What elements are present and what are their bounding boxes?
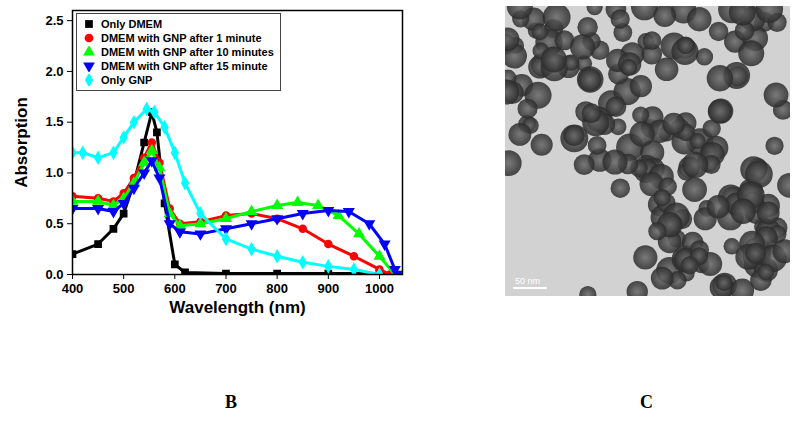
html-text:DMEM with GNP after 1 minute: DMEM with GNP after 1 minute — [101, 32, 262, 44]
svg-text:1.0: 1.0 — [45, 165, 63, 180]
svg-text:600: 600 — [164, 281, 186, 296]
svg-text:50 nm: 50 nm — [515, 276, 540, 286]
html-text:B: B — [225, 392, 237, 412]
svg-text:Absorption: Absorption — [12, 97, 31, 188]
html-text:DMEM with GNP after 10 minutes: DMEM with GNP after 10 minutes — [101, 46, 274, 58]
svg-text:400: 400 — [62, 281, 84, 296]
html-text:C: C — [640, 392, 653, 412]
html-text:Only DMEM: Only DMEM — [101, 18, 163, 30]
svg-text:2.0: 2.0 — [45, 64, 63, 79]
svg-text:900: 900 — [317, 281, 339, 296]
svg-text:1000: 1000 — [365, 281, 394, 296]
svg-text:500: 500 — [113, 281, 135, 296]
svg-text:800: 800 — [266, 281, 288, 296]
svg-text:0.5: 0.5 — [45, 216, 63, 231]
svg-text:700: 700 — [215, 281, 237, 296]
html-text:DMEM with GNP after 15 minute: DMEM with GNP after 15 minute — [101, 60, 268, 72]
svg-text:Wavelength (nm): Wavelength (nm) — [169, 298, 305, 317]
svg-text:0.0: 0.0 — [45, 267, 63, 282]
svg-text:1.5: 1.5 — [45, 114, 63, 129]
svg-text:2.5: 2.5 — [45, 13, 63, 28]
html-text:Only GNP: Only GNP — [101, 74, 153, 86]
